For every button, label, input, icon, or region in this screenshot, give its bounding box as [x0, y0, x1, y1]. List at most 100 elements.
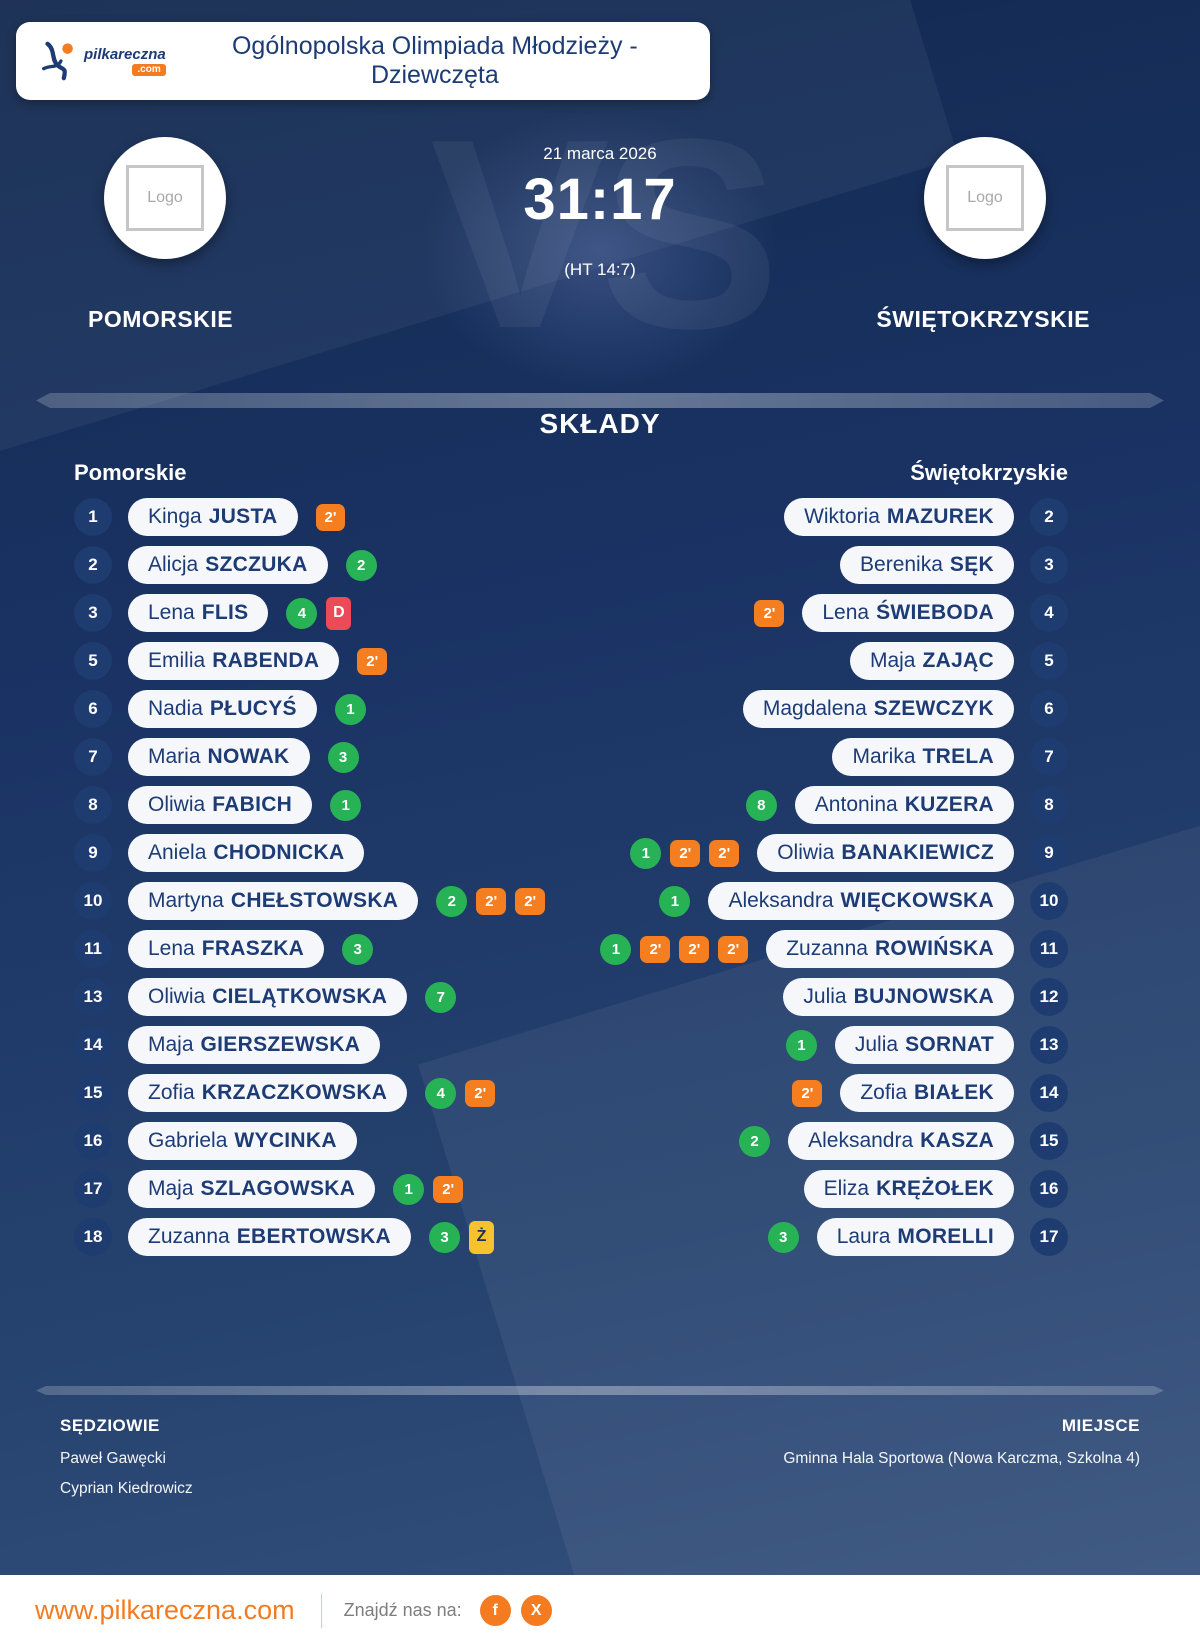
player-row: 2 Aleksandra KASZA 15 [600, 1122, 1068, 1160]
header-card: pilkareczna .com Ogólnopolska Olimpiada … [16, 22, 710, 100]
player-last-name: WIĘCKOWSKA [840, 889, 994, 912]
player-first-name: Julia [803, 985, 847, 1008]
player-name-pill: Alicja SZCZUKA [128, 546, 328, 584]
footer-divider [320, 1593, 322, 1628]
player-badges: 2 2' 2' [436, 885, 546, 917]
player-last-name: KASZA [920, 1129, 994, 1152]
player-last-name: ZAJĄC [922, 649, 994, 672]
player-first-name: Laura [836, 1225, 891, 1248]
player-number: 11 [1030, 930, 1068, 968]
player-first-name: Kinga [148, 505, 202, 528]
goals-badge: 3 [767, 1221, 799, 1253]
goals-badge: 8 [745, 789, 777, 821]
player-name-pill: Nadia PŁUCYŚ [128, 690, 317, 728]
player-last-name: EBERTOWSKA [236, 1225, 392, 1248]
player-row: 1 Julia SORNAT 13 [600, 1026, 1068, 1064]
player-row: 3 Lena FLIS 4 D [74, 594, 600, 632]
player-first-name: Maja [148, 1177, 194, 1200]
player-number: 6 [1030, 690, 1068, 728]
x-twitter-icon[interactable]: X [520, 1595, 552, 1626]
player-first-name: Marika [852, 745, 916, 768]
player-name-pill: Marika TRELA [832, 738, 1014, 776]
player-name-pill: Kinga JUSTA [128, 498, 298, 536]
player-number: 17 [74, 1170, 112, 1208]
player-first-name: Berenika [860, 553, 943, 576]
player-last-name: SORNAT [905, 1033, 994, 1056]
away-lineup-column: Świętokrzyskie Wiktoria MAZUREK 2 Berenika S… [600, 460, 1140, 1266]
home-players-list: 1 Kinga JUSTA 2' 2 Alicja SZCZUKA 2 3 Lena FLIS 4 D 5… [74, 498, 600, 1256]
player-name-pill: Oliwia FABICH [128, 786, 313, 824]
player-first-name: Lena [148, 937, 195, 960]
logo-placeholder: Logo [946, 165, 1024, 231]
goals-badge: 1 [659, 885, 691, 917]
goals-badge: 2 [739, 1125, 771, 1157]
goals-badge: 2 [345, 549, 377, 581]
player-first-name: Wiktoria [804, 505, 880, 528]
player-last-name: GIERSZEWSKA [200, 1033, 361, 1056]
player-number: 5 [74, 642, 112, 680]
suspension-badge: 2' [709, 839, 740, 867]
player-number: 16 [74, 1122, 112, 1160]
player-last-name: CHEŁSTOWSKA [230, 889, 399, 912]
player-row: 3 Laura MORELLI 17 [600, 1218, 1068, 1256]
player-number: 10 [74, 882, 112, 920]
section-divider [36, 1386, 1164, 1395]
player-number: 7 [1030, 738, 1068, 776]
page-title: Ogólnopolska Olimpiada Młodzieży - Dziew… [231, 32, 638, 89]
player-first-name: Gabriela [148, 1129, 228, 1152]
player-row: Eliza KRĘŻOŁEK 16 [600, 1170, 1068, 1208]
player-name-pill: Zuzanna EBERTOWSKA [128, 1218, 412, 1256]
section-divider [36, 393, 1164, 408]
player-badges: 1 [659, 885, 691, 917]
player-first-name: Zuzanna [148, 1225, 230, 1248]
player-number: 3 [74, 594, 112, 632]
goals-badge: 3 [327, 741, 359, 773]
suspension-badge: 2' [465, 1079, 496, 1107]
player-last-name: PŁUCYŚ [209, 697, 297, 720]
player-row: 15 Zofia KRZACZKOWSKA 4 2' [74, 1074, 600, 1112]
suspension-badge: 2' [640, 935, 671, 963]
facebook-icon[interactable]: f [479, 1595, 511, 1626]
player-last-name: TRELA [922, 745, 994, 768]
player-number: 15 [74, 1074, 112, 1112]
goals-badge: 1 [393, 1173, 425, 1205]
player-row: Marika TRELA 7 [600, 738, 1068, 776]
player-row: 6 Nadia PŁUCYŚ 1 [74, 690, 600, 728]
player-first-name: Maria [148, 745, 201, 768]
player-badges: 2' [315, 503, 346, 531]
player-row: 8 Oliwia FABICH 1 [74, 786, 600, 824]
player-number: 2 [1030, 498, 1068, 536]
player-last-name: BIAŁEK [914, 1081, 994, 1104]
match-score: 31:17 [523, 167, 677, 232]
player-first-name: Aniela [148, 841, 207, 864]
pilkareczna-logo: pilkareczna .com [38, 40, 166, 82]
player-number: 3 [1030, 546, 1068, 584]
player-name-pill: Eliza KRĘŻOŁEK [803, 1170, 1014, 1208]
player-row: Magdalena SZEWCZYK 6 [600, 690, 1068, 728]
goals-badge: 1 [630, 837, 662, 869]
website-link[interactable]: www.pilkareczna.com [35, 1595, 295, 1625]
player-name-pill: Maria NOWAK [128, 738, 310, 776]
player-badges: 1 2' 2' 2' [600, 933, 749, 965]
player-last-name: KRZACZKOWSKA [201, 1081, 388, 1104]
suspension-badge: 2' [315, 503, 346, 531]
player-last-name: SZEWCZYK [873, 697, 994, 720]
player-first-name: Lena [822, 601, 870, 624]
handball-player-icon [42, 41, 73, 81]
player-first-name: Zofia [148, 1081, 195, 1104]
player-badges: 2' [792, 1079, 823, 1107]
player-row: 10 Martyna CHEŁSTOWSKA 2 2' 2' [74, 882, 600, 920]
goals-badge: 1 [330, 789, 362, 821]
player-first-name: Oliwia [777, 841, 835, 864]
player-first-name: Eliza [823, 1177, 870, 1200]
player-number: 10 [1030, 882, 1068, 920]
player-row: 7 Maria NOWAK 3 [74, 738, 600, 776]
goals-badge: 1 [785, 1029, 817, 1061]
player-row: 5 Emilia RABENDA 2' [74, 642, 600, 680]
suspension-badge: 2' [792, 1079, 823, 1107]
player-number: 15 [1030, 1122, 1068, 1160]
player-last-name: JUSTA [208, 505, 278, 528]
